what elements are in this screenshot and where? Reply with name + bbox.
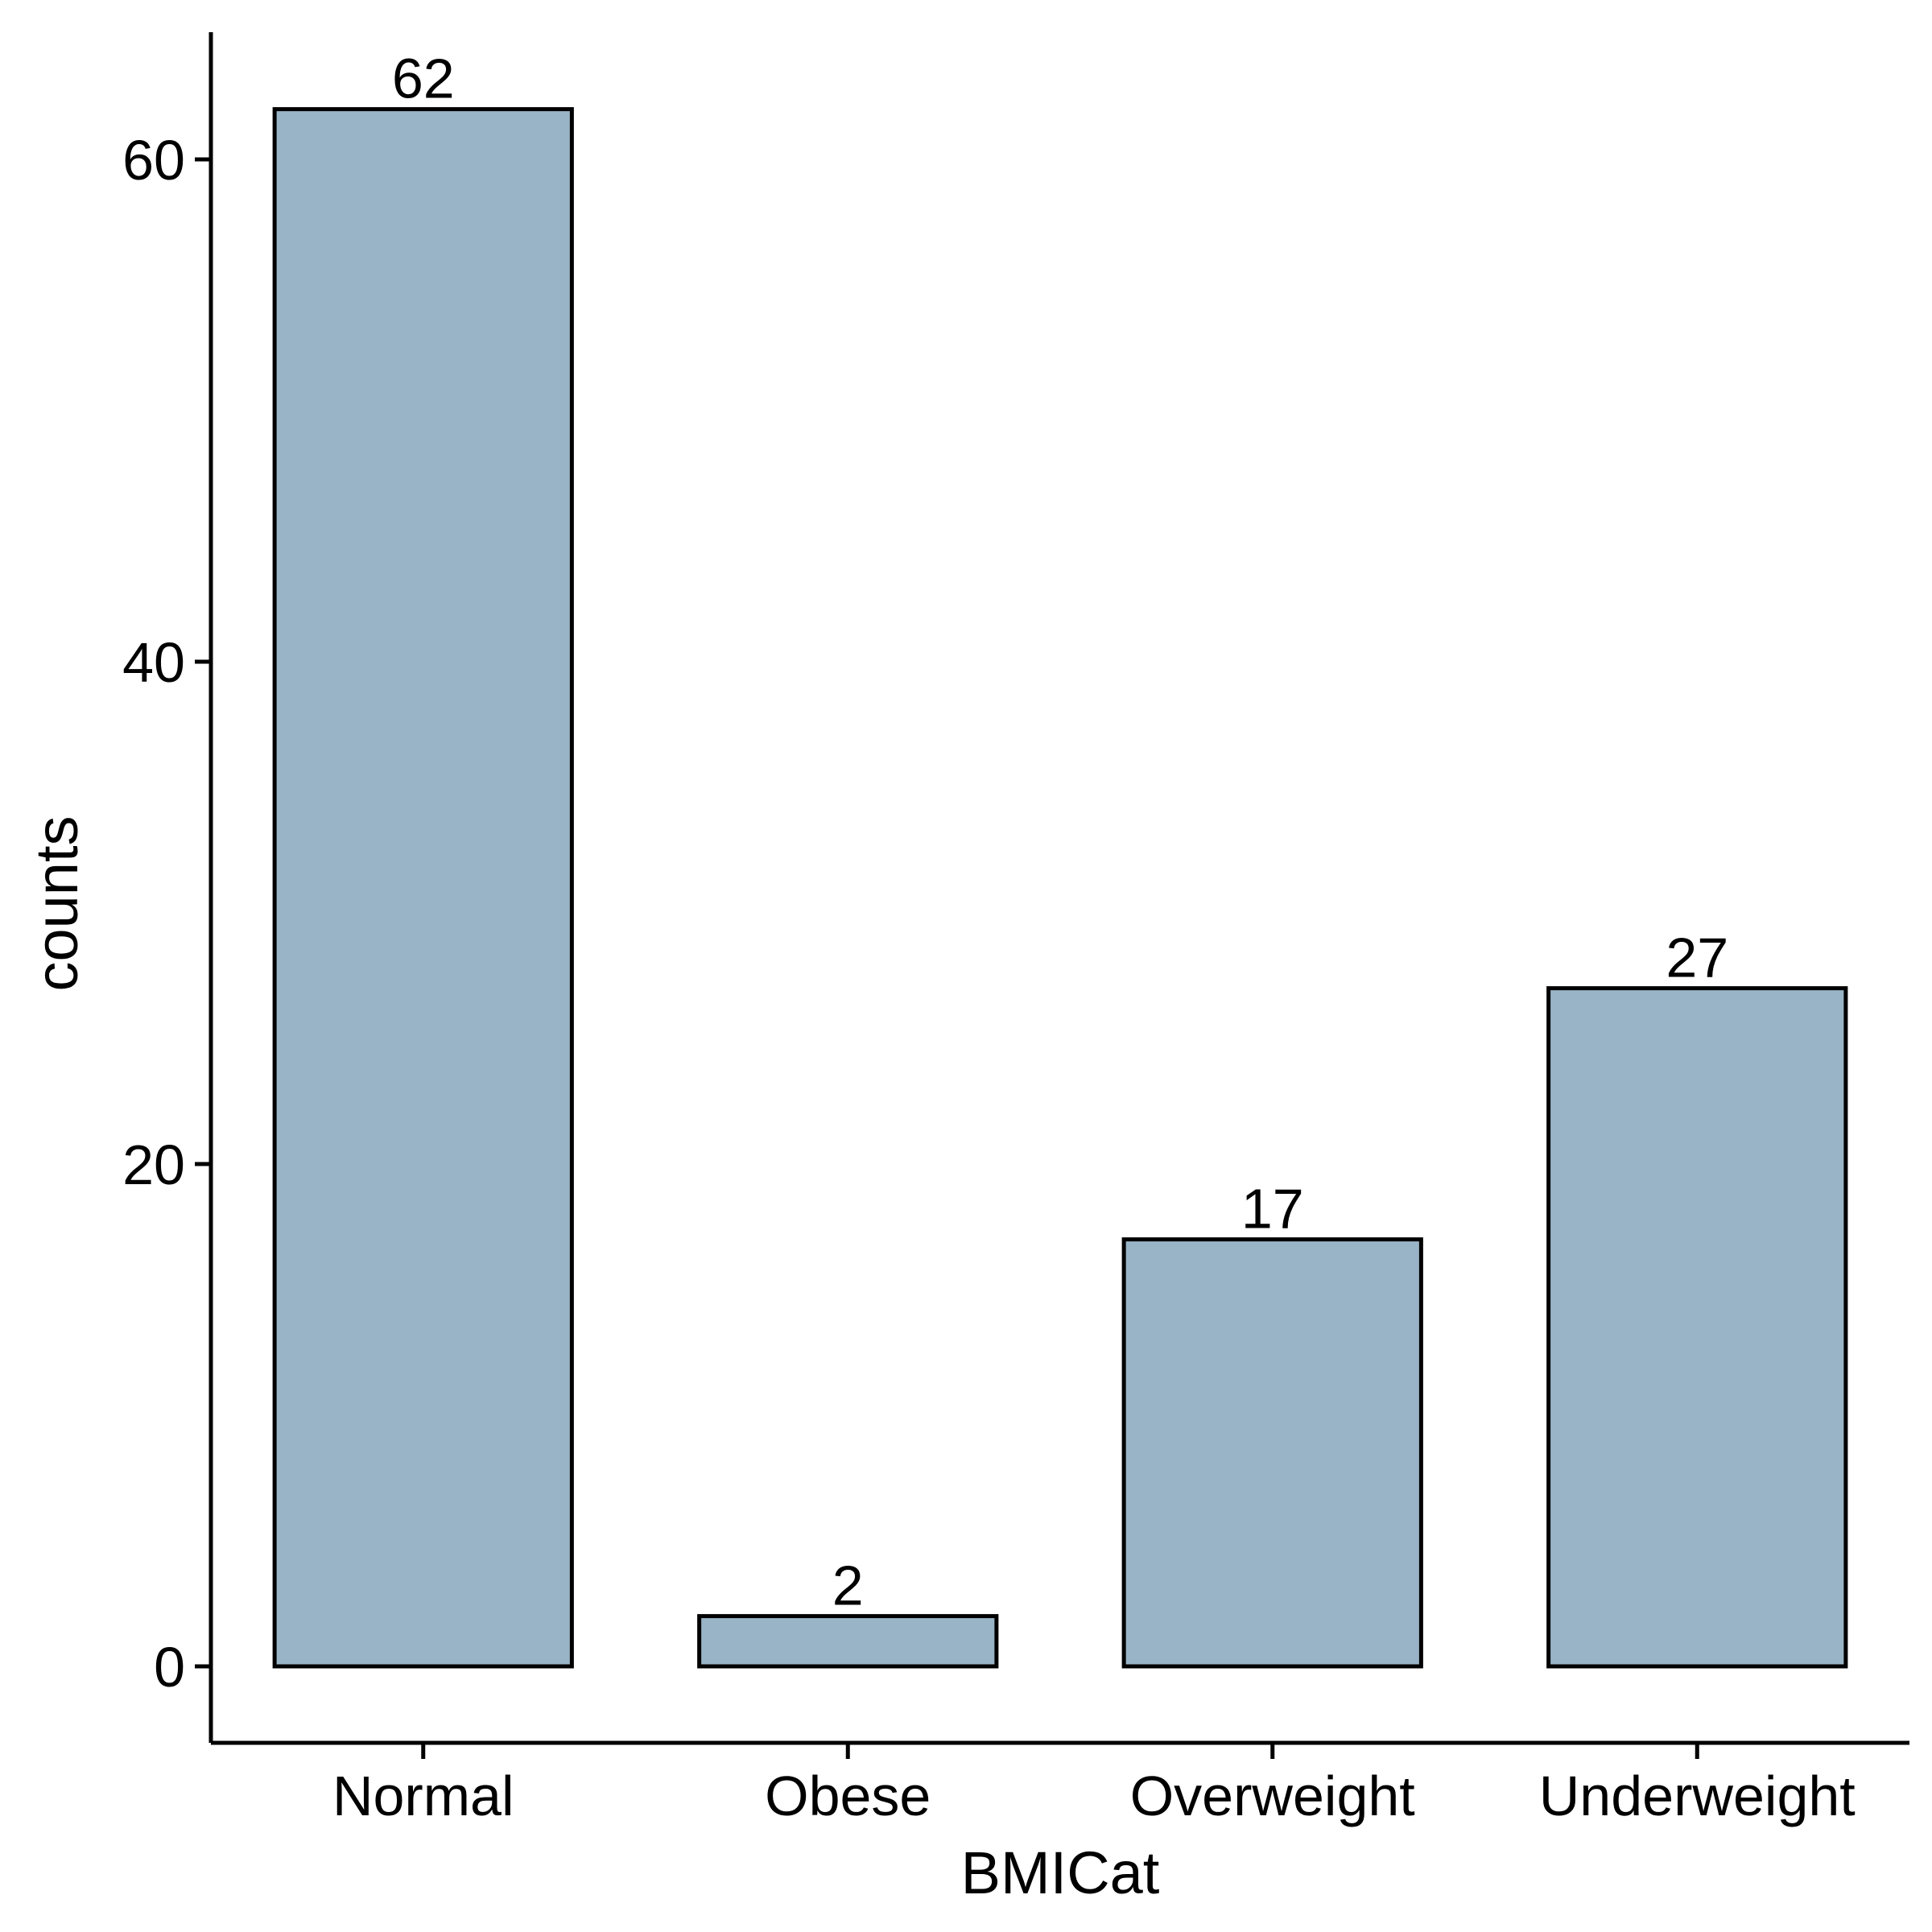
x-tick-label-normal: Normal [332, 1765, 514, 1827]
bar-underweight [1546, 986, 1848, 1669]
data-label-normal: 62 [392, 47, 455, 110]
y-axis-title: counts [23, 815, 90, 991]
data-labels-layer: 62 2 17 27 [392, 47, 1728, 1617]
x-tick-label-overweight: Overweight [1130, 1765, 1415, 1827]
bar-normal [272, 107, 574, 1669]
y-tick-label: 20 [122, 1133, 185, 1196]
y-ticks-layer: 0 20 40 60 [122, 129, 211, 1699]
y-tick-label: 40 [122, 631, 185, 694]
axes-layer [208, 32, 1909, 1745]
x-axis-title: BMICat [961, 1839, 1160, 1906]
x-tick-label-obese: Obese [765, 1765, 931, 1827]
y-tick-label: 60 [122, 129, 185, 192]
x-tick-label-underweight: Underweight [1539, 1765, 1856, 1827]
bar-obese [697, 1614, 999, 1669]
x-ticks-layer: Normal Obese Overweight Underweight [332, 1743, 1856, 1827]
bars-layer [272, 107, 1848, 1669]
bar-overweight [1121, 1237, 1423, 1669]
data-label-obese: 2 [832, 1554, 864, 1617]
y-tick-label: 0 [154, 1636, 185, 1699]
data-label-underweight: 27 [1666, 927, 1728, 989]
data-label-overweight: 17 [1241, 1178, 1304, 1241]
